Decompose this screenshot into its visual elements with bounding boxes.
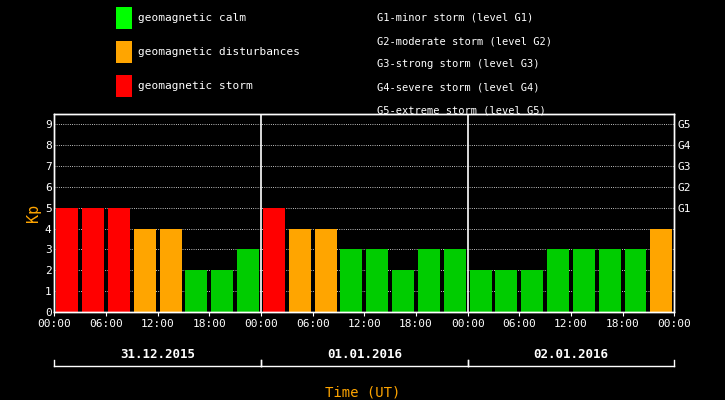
Bar [341,250,362,312]
Bar [82,208,104,312]
Text: geomagnetic disturbances: geomagnetic disturbances [138,47,299,57]
Bar [650,229,672,312]
Bar [237,250,259,312]
Bar [392,270,414,312]
Bar [160,229,181,312]
Bar [599,250,621,312]
Bar [289,229,311,312]
Y-axis label: Kp: Kp [25,204,41,222]
Bar [57,208,78,312]
Bar [444,250,465,312]
Bar [211,270,233,312]
Bar [134,229,156,312]
Bar [315,229,336,312]
Bar [186,270,207,312]
Text: geomagnetic calm: geomagnetic calm [138,13,246,23]
Bar [418,250,440,312]
Bar [624,250,647,312]
Text: geomagnetic storm: geomagnetic storm [138,81,252,91]
Text: 02.01.2016: 02.01.2016 [534,348,608,360]
Bar [366,250,388,312]
Bar [470,270,492,312]
Text: 01.01.2016: 01.01.2016 [327,348,402,360]
Bar [547,250,569,312]
Bar [108,208,130,312]
Bar [521,270,543,312]
Text: G2-moderate storm (level G2): G2-moderate storm (level G2) [377,36,552,46]
Text: G1-minor storm (level G1): G1-minor storm (level G1) [377,13,534,23]
Bar [263,208,285,312]
Text: 31.12.2015: 31.12.2015 [120,348,195,360]
Bar [573,250,594,312]
Text: G4-severe storm (level G4): G4-severe storm (level G4) [377,83,539,93]
Text: Time (UT): Time (UT) [325,385,400,399]
Text: G5-extreme storm (level G5): G5-extreme storm (level G5) [377,106,546,116]
Bar [495,270,518,312]
Text: G3-strong storm (level G3): G3-strong storm (level G3) [377,60,539,70]
